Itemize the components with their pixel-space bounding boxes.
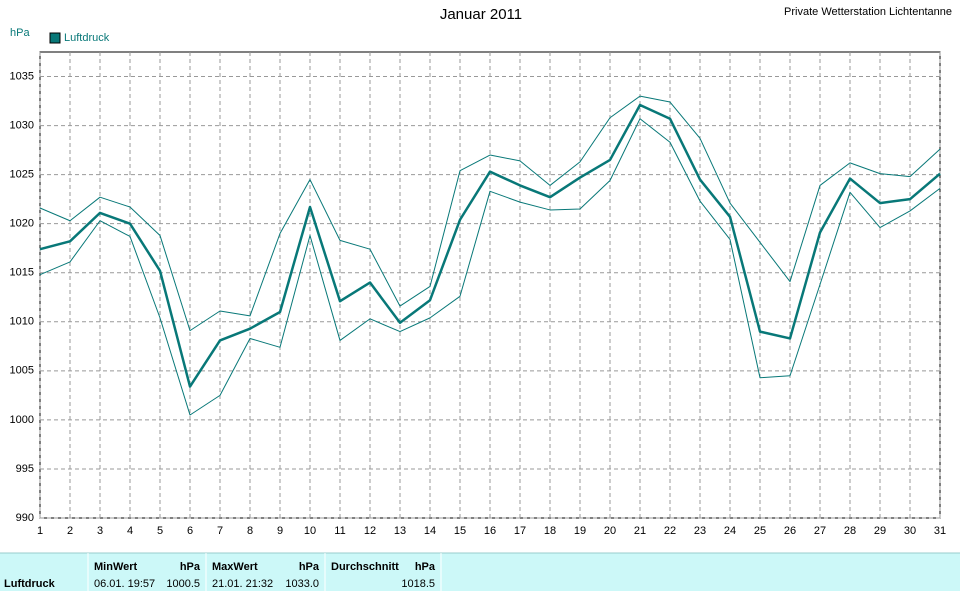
x-tick-label: 4	[127, 525, 133, 537]
row-label: Luftdruck	[4, 578, 56, 590]
y-tick-label: 1000	[10, 414, 34, 426]
col-header: MaxWert	[212, 561, 258, 573]
y-tick-label: 1035	[10, 70, 34, 82]
x-tick-label: 29	[874, 525, 886, 537]
y-tick-label: 1030	[10, 119, 34, 131]
x-tick-label: 25	[754, 525, 766, 537]
x-tick-label: 1	[37, 525, 43, 537]
x-tick-label: 19	[574, 525, 586, 537]
line-series	[39, 103, 941, 388]
station-name: Private Wetterstation Lichtentanne	[784, 6, 952, 18]
x-tick-label: 9	[277, 525, 283, 537]
x-tick-label: 31	[934, 525, 946, 537]
x-tick-label: 11	[334, 525, 345, 537]
cell-value: 1000.5	[166, 578, 200, 590]
lines	[39, 95, 941, 416]
x-tick-label: 27	[814, 525, 826, 537]
x-tick-label: 12	[364, 525, 376, 537]
x-tick-label: 7	[217, 525, 223, 537]
stats-table-bg	[0, 553, 960, 591]
legend-swatch	[49, 32, 61, 44]
cell-time: 06.01. 19:57	[94, 578, 155, 590]
x-tick-label: 22	[664, 525, 676, 537]
x-tick-label: 15	[454, 525, 466, 537]
y-tick-label: 1005	[10, 365, 34, 377]
x-tick-label: 21	[634, 525, 646, 537]
x-tick-label: 17	[514, 525, 526, 537]
y-tick-label: 995	[16, 463, 34, 475]
y-tick-label: 990	[16, 512, 34, 524]
x-tick-label: 23	[694, 525, 706, 537]
x-tick-label: 5	[157, 525, 163, 537]
chart-title: Januar 2011	[440, 6, 522, 23]
cell-value: 1018.5	[401, 578, 435, 590]
cell-value: 1033.0	[285, 578, 319, 590]
x-tick-label: 10	[304, 525, 316, 537]
y-tick-label: 1025	[10, 169, 34, 181]
x-tick-label: 13	[394, 525, 406, 537]
y-tick-label: 1020	[10, 218, 34, 230]
col-header: Durchschnitt	[331, 561, 399, 573]
col-unit: hPa	[299, 561, 320, 573]
line-series	[39, 95, 941, 332]
y-tick-label: 1010	[10, 316, 34, 328]
col-unit: hPa	[415, 561, 436, 573]
x-tick-label: 24	[724, 525, 736, 537]
col-unit: hPa	[180, 561, 201, 573]
y-axis-label: hPa	[10, 27, 30, 39]
y-tick-label: 1015	[10, 267, 34, 279]
x-tick-label: 20	[604, 525, 616, 537]
x-tick-label: 14	[424, 525, 436, 537]
cell-time: 21.01. 21:32	[212, 578, 273, 590]
line-series	[39, 118, 941, 416]
x-tick-label: 16	[484, 525, 496, 537]
legend: Luftdruck	[49, 32, 110, 44]
x-tick-label: 2	[67, 525, 73, 537]
x-tick-label: 26	[784, 525, 796, 537]
legend-label: Luftdruck	[64, 32, 110, 44]
x-tick-label: 3	[97, 525, 103, 537]
x-tick-label: 30	[904, 525, 916, 537]
x-tick-label: 8	[247, 525, 253, 537]
col-header: MinWert	[94, 561, 138, 573]
x-tick-label: 28	[844, 525, 856, 537]
x-tick-label: 6	[187, 525, 193, 537]
x-tick-label: 18	[544, 525, 556, 537]
